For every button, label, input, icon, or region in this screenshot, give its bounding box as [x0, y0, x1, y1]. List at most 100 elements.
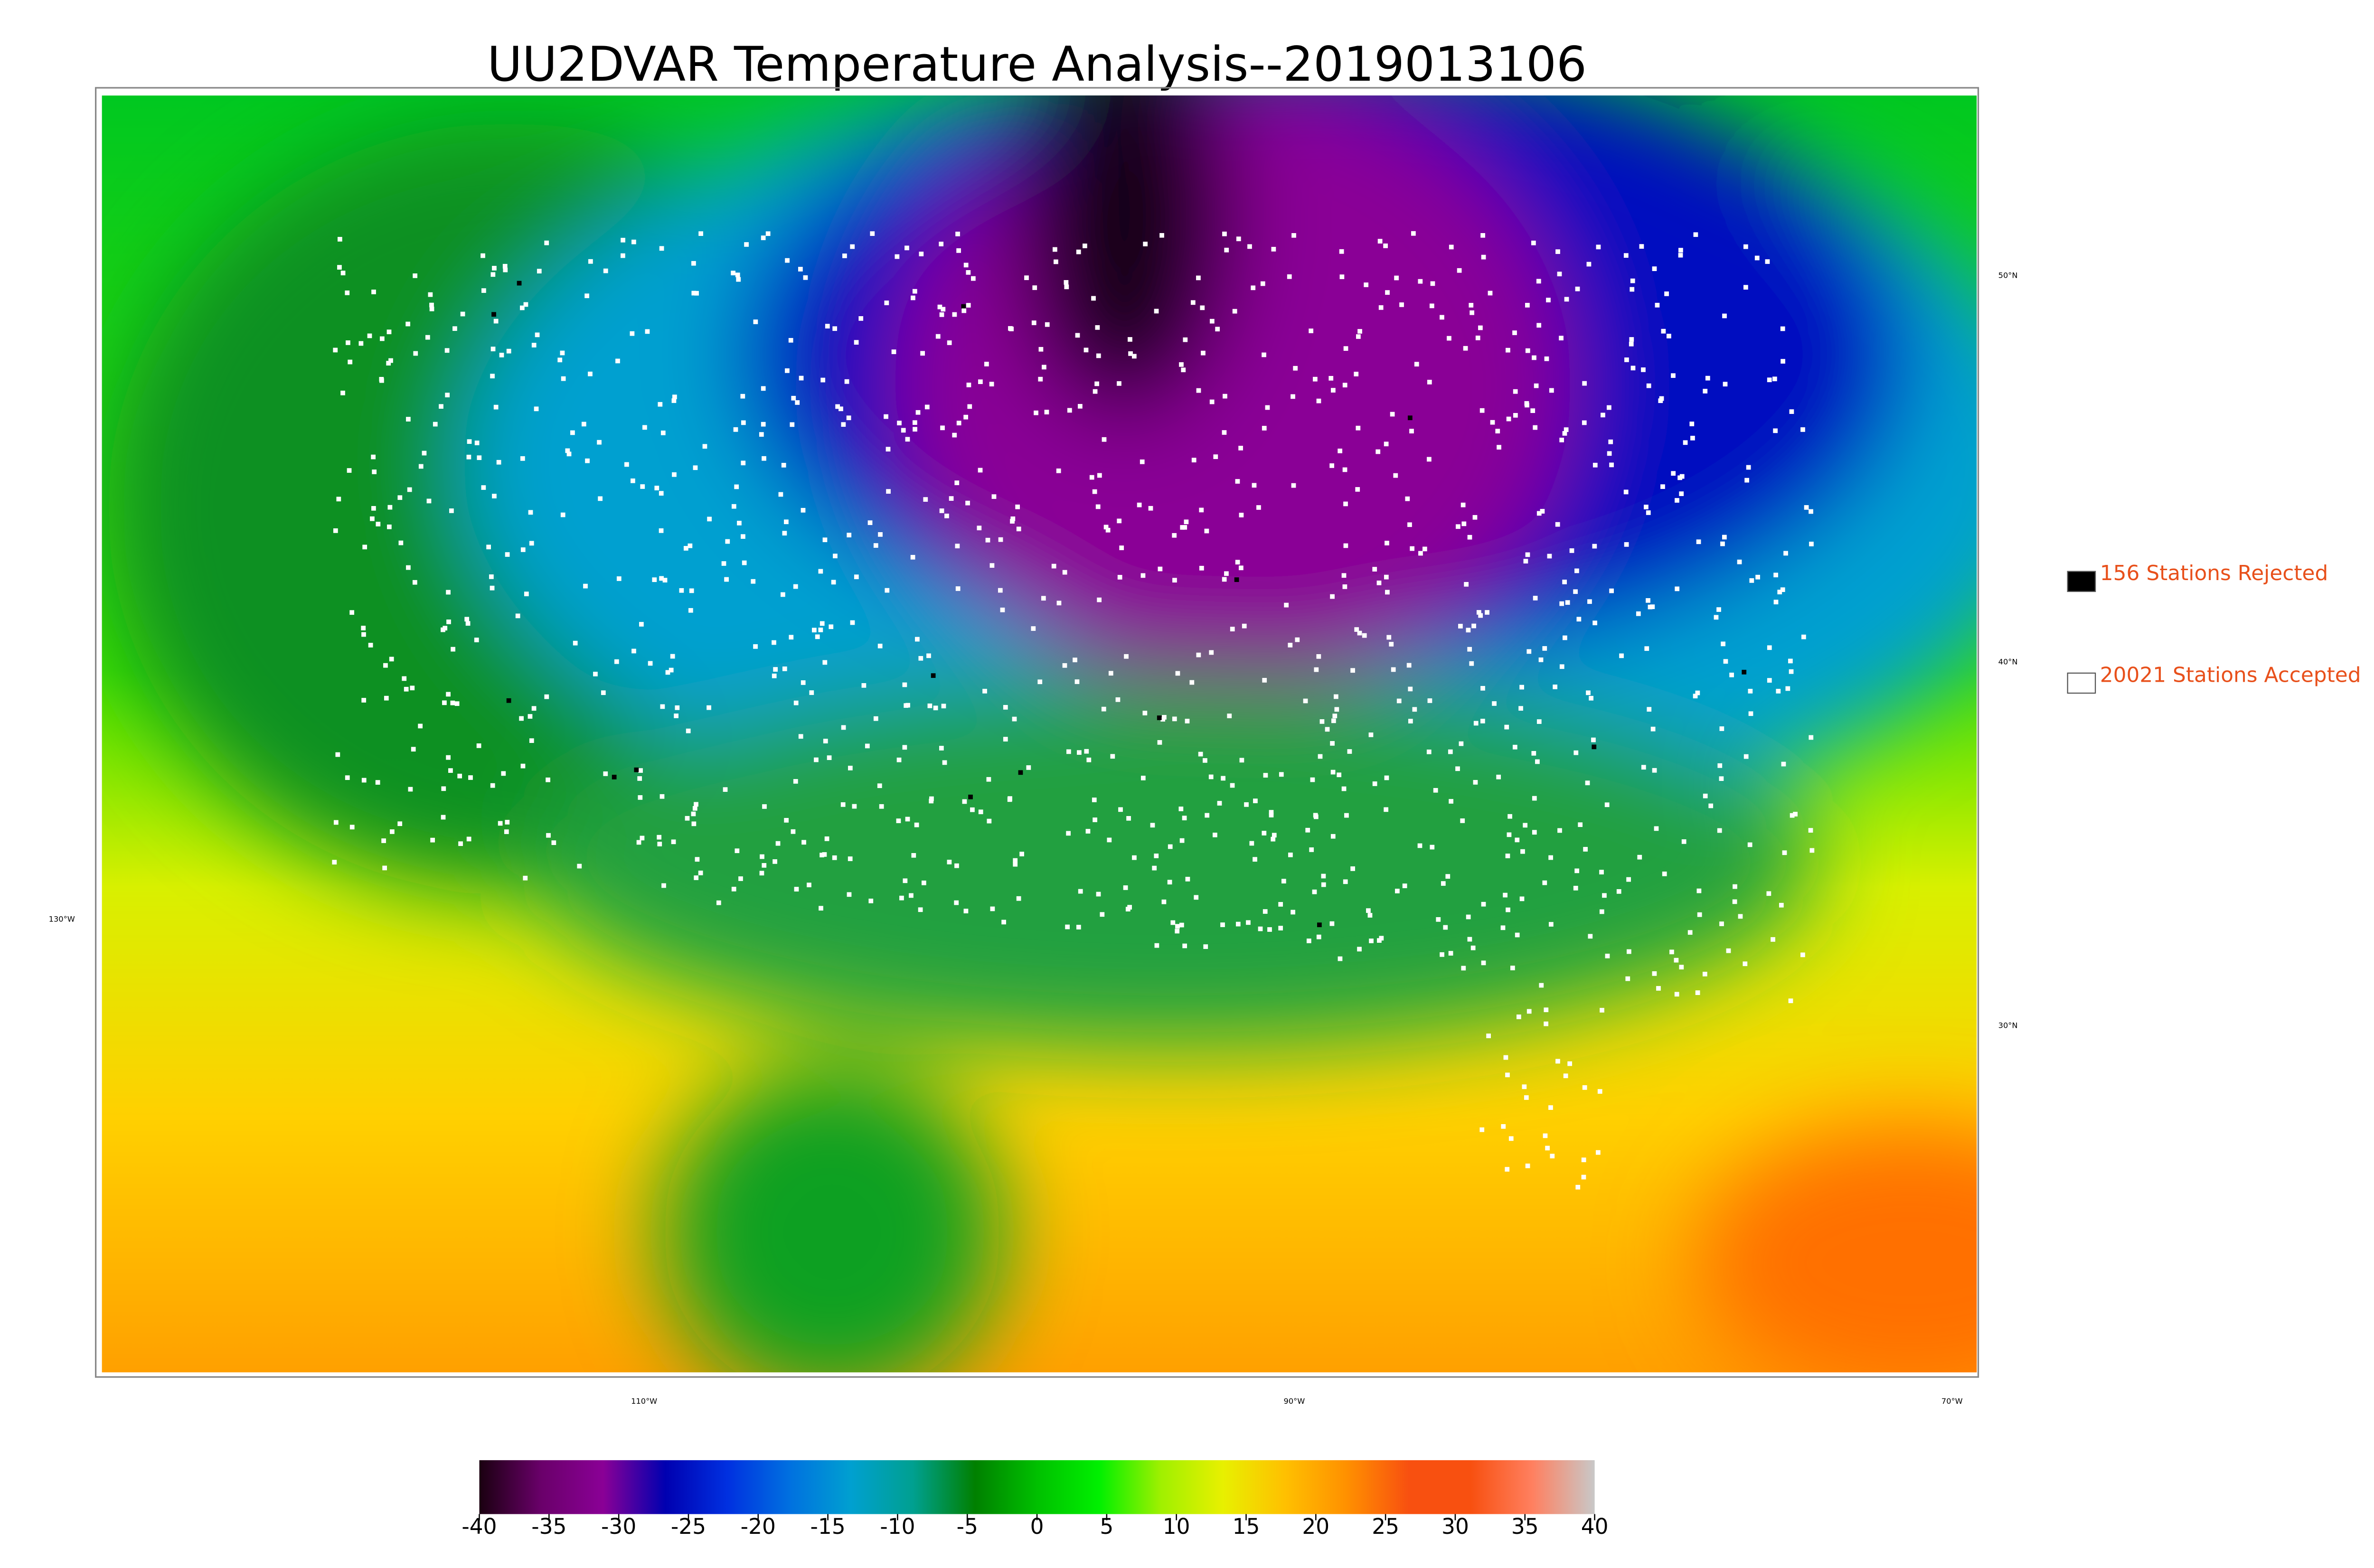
station-dot — [1343, 346, 1348, 351]
station-dot — [1693, 694, 1698, 699]
station-dot — [412, 580, 417, 585]
station-dot — [528, 510, 533, 515]
station-dot — [1331, 388, 1336, 393]
station-dot — [642, 425, 647, 430]
station-dot — [1222, 231, 1227, 236]
station-dot — [1505, 1167, 1510, 1172]
station-dot — [561, 376, 566, 381]
colorbar-tick-label: 10 — [1163, 1514, 1190, 1539]
station-dot — [987, 818, 992, 824]
station-dot — [1143, 242, 1148, 246]
station-dot — [519, 716, 524, 721]
station-dot — [878, 532, 883, 537]
station-dot — [1175, 924, 1180, 929]
station-dot — [1767, 377, 1772, 383]
station-dot — [1549, 388, 1554, 393]
station-dot — [621, 237, 625, 243]
station-dot — [1526, 649, 1532, 654]
station-dot — [820, 377, 826, 383]
station-dot — [1507, 832, 1512, 837]
station-dot — [1377, 938, 1382, 943]
station-dot — [1310, 777, 1315, 782]
station-dot — [1313, 814, 1319, 819]
station-dot — [418, 723, 423, 729]
station-dot — [693, 465, 698, 470]
station-dot — [1652, 266, 1657, 271]
station-dot — [1329, 921, 1335, 926]
station-dot — [1234, 577, 1239, 582]
colorbar-tick-label: 20 — [1302, 1514, 1329, 1539]
station-dot — [1018, 770, 1023, 775]
station-dot — [1407, 522, 1412, 527]
station-dot — [1697, 912, 1702, 917]
station-dot — [1630, 287, 1635, 292]
station-dot — [361, 632, 366, 637]
station-dot — [1678, 248, 1683, 253]
station-dot — [358, 341, 364, 346]
station-dot — [1242, 623, 1247, 629]
station-dot — [1003, 737, 1008, 742]
station-dot — [1563, 1073, 1568, 1079]
station-dot — [1239, 758, 1244, 763]
station-dot — [854, 340, 859, 345]
station-dot — [781, 463, 786, 468]
station-dot — [1354, 627, 1359, 632]
station-dot — [1519, 896, 1525, 901]
station-dot — [1037, 679, 1043, 685]
station-dot — [1581, 1157, 1586, 1163]
station-dot — [1481, 901, 1486, 907]
station-dot — [1408, 719, 1413, 723]
station-dot — [773, 667, 778, 672]
station-dot — [1182, 525, 1187, 530]
station-dot — [557, 357, 563, 363]
station-dot — [490, 374, 495, 379]
station-dot — [814, 757, 819, 762]
station-dot — [1530, 408, 1536, 413]
station-dot — [1525, 403, 1529, 408]
station-dot — [955, 231, 960, 236]
station-dot — [751, 579, 756, 584]
station-dot — [570, 430, 575, 435]
station-dot — [1140, 776, 1146, 780]
station-dot — [918, 656, 923, 661]
station-dot — [1716, 607, 1721, 612]
station-dot — [490, 783, 495, 788]
station-dot — [347, 468, 352, 473]
station-dot — [1473, 721, 1479, 726]
title: UU2DVAR Temperature Analysis--2019013106 — [487, 37, 1587, 92]
station-dot — [1220, 922, 1225, 927]
station-dot — [467, 439, 472, 444]
station-dot — [1480, 719, 1485, 723]
station-dot — [1426, 749, 1432, 754]
station-dot — [597, 440, 602, 445]
station-dot — [904, 245, 909, 251]
station-dot — [1508, 1136, 1514, 1141]
station-dot — [367, 333, 372, 338]
station-dot — [1539, 983, 1544, 988]
station-dot — [1723, 382, 1728, 387]
legend-swatch — [2067, 672, 2096, 694]
station-dot — [1215, 327, 1220, 332]
station-dot — [1008, 796, 1012, 801]
station-dot — [1203, 758, 1207, 763]
station-dot — [1175, 929, 1180, 934]
station-dot — [1073, 657, 1077, 663]
station-dot — [1546, 298, 1551, 302]
station-dot — [1341, 786, 1347, 791]
station-dot — [698, 870, 703, 875]
station-dot — [1330, 834, 1336, 839]
station-dot — [659, 794, 665, 799]
station-dot — [695, 857, 700, 862]
station-dot — [546, 777, 550, 782]
station-dot — [967, 404, 972, 409]
station-dot — [905, 703, 910, 708]
station-dot — [1124, 654, 1129, 659]
station-dot — [1532, 355, 1536, 360]
station-dot — [1179, 362, 1184, 367]
station-dot — [1199, 507, 1204, 513]
station-dot — [902, 682, 907, 687]
station-dot — [785, 368, 790, 373]
station-dot — [795, 400, 800, 405]
station-dot — [1376, 580, 1382, 585]
station-dot — [1629, 337, 1634, 342]
